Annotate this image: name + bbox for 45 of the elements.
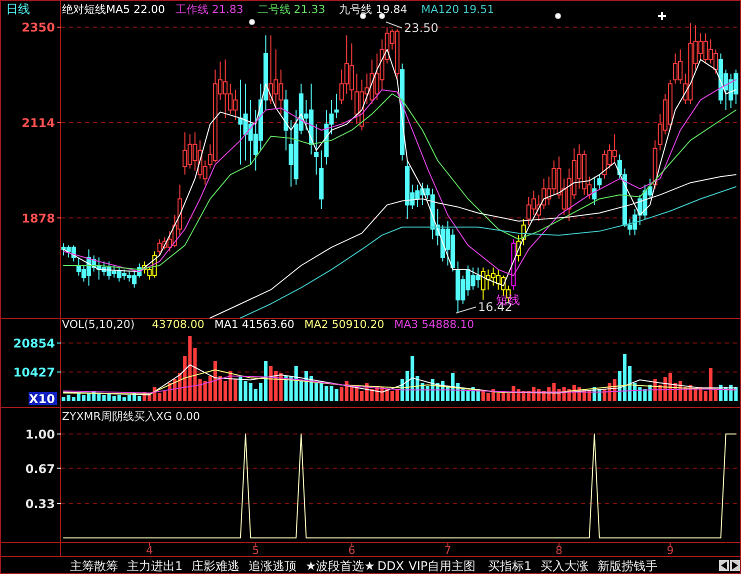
- chart-title: 日线: [6, 2, 30, 16]
- text: ★波段首选★: [305, 559, 375, 573]
- y-tick-label: 0.33: [25, 497, 55, 512]
- chart-title: ZYXMR周阴线买入XG 0.00: [62, 410, 200, 423]
- y-tick-label: 2350: [22, 20, 55, 35]
- annotation: 43708.00: [152, 318, 204, 331]
- text: 主筹散筹: [70, 559, 118, 573]
- y-tick-label: 0.67: [25, 462, 55, 476]
- bar: [238, 376, 242, 401]
- candlestick: [314, 124, 319, 176]
- text: X10: [29, 392, 55, 406]
- text: 九号线 19.84: [339, 3, 408, 16]
- annotation: 23.50: [404, 21, 438, 35]
- text: MA3 54888.10: [394, 318, 474, 331]
- y-tick-label: 2114: [22, 116, 55, 130]
- x-tick-label: 7: [444, 544, 452, 557]
- text: 买指标1: [488, 559, 532, 573]
- candlestick: [334, 93, 339, 119]
- y-tick-label: 1878: [22, 211, 55, 226]
- text: 新版捞钱手: [597, 559, 658, 573]
- chart-title: VOL(5,10,20): [62, 318, 135, 331]
- text: MA2 50910.20: [304, 318, 384, 331]
- text: 主力进出1: [127, 559, 183, 573]
- y-tick-label: 20854: [13, 336, 55, 351]
- candlestick: [597, 174, 602, 190]
- text: 绝对短线MA5 22.00: [62, 3, 166, 16]
- x-tick-label: 9: [666, 544, 674, 557]
- text: DDX: [377, 559, 404, 573]
- line-series: [63, 364, 736, 396]
- y-tick-label: 10427: [13, 366, 55, 380]
- text: 庄影难逃: [191, 559, 240, 573]
- text: 工作线 21.83: [175, 3, 244, 16]
- text: VIP自用主图: [408, 559, 476, 573]
- line-series: [63, 375, 736, 394]
- text: MA1 41563.60: [214, 318, 294, 331]
- x-tick-label: 8: [555, 544, 562, 557]
- x-tick-label: 4: [146, 544, 153, 557]
- y-tick-label: 1.00: [25, 427, 55, 442]
- text: MA120 19.51: [421, 3, 494, 16]
- x-tick-label: 6: [348, 544, 356, 557]
- text: 二号线 21.33: [257, 3, 326, 16]
- text: 追涨逃顶: [248, 559, 296, 573]
- text: 买入大涨: [540, 559, 588, 573]
- candlestick: [592, 176, 597, 206]
- x-tick-label: 5: [252, 544, 260, 557]
